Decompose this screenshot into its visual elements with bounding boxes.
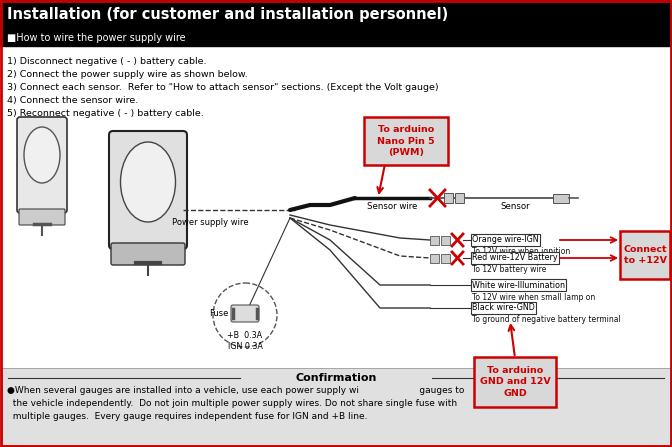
Bar xyxy=(553,194,569,203)
Text: To ground of negative battery terminal: To ground of negative battery terminal xyxy=(472,316,621,325)
Bar xyxy=(441,254,450,263)
Text: Sensor: Sensor xyxy=(500,202,530,211)
Bar xyxy=(455,193,464,203)
Text: the vehicle independently.  Do not join multiple power supply wires. Do not shar: the vehicle independently. Do not join m… xyxy=(7,399,457,408)
Text: To 12V battery wire: To 12V battery wire xyxy=(472,266,546,274)
Text: To 12V wire when ignition: To 12V wire when ignition xyxy=(472,248,571,257)
Text: To 12V wire when small lamp on: To 12V wire when small lamp on xyxy=(472,292,595,301)
Text: 1) Disconnect negative ( - ) battery cable.: 1) Disconnect negative ( - ) battery cab… xyxy=(7,57,206,66)
Bar xyxy=(444,193,453,203)
Text: Connect
to +12V: Connect to +12V xyxy=(623,245,667,266)
Text: Installation (for customer and installation personnel): Installation (for customer and installat… xyxy=(7,8,448,22)
Bar xyxy=(2,368,670,445)
Text: Sensor wire: Sensor wire xyxy=(367,202,417,211)
FancyBboxPatch shape xyxy=(17,117,67,213)
Text: Black wire-GND: Black wire-GND xyxy=(472,304,535,312)
Text: Red wire-12V Battery: Red wire-12V Battery xyxy=(472,253,558,262)
Bar xyxy=(0,0,672,30)
Bar xyxy=(430,254,439,263)
Text: To arduino
Nano Pin 5
(PWM): To arduino Nano Pin 5 (PWM) xyxy=(377,125,435,157)
Bar xyxy=(430,236,439,245)
FancyBboxPatch shape xyxy=(474,357,556,407)
Text: Confirmation: Confirmation xyxy=(295,373,377,383)
FancyBboxPatch shape xyxy=(231,305,259,322)
Text: 3) Connect each sensor.  Refer to "How to attach sensor" sections. (Except the V: 3) Connect each sensor. Refer to "How to… xyxy=(7,83,439,92)
Text: 5) Reconnect negative ( - ) battery cable.: 5) Reconnect negative ( - ) battery cabl… xyxy=(7,109,204,118)
Text: +B  0.3A
IGN 0.3A: +B 0.3A IGN 0.3A xyxy=(227,331,263,351)
Text: multiple gauges.  Every gauge requires independent fuse for IGN and +B line.: multiple gauges. Every gauge requires in… xyxy=(7,412,368,421)
FancyBboxPatch shape xyxy=(109,131,187,249)
Text: Power supply wire: Power supply wire xyxy=(171,218,249,227)
FancyBboxPatch shape xyxy=(19,209,65,225)
FancyBboxPatch shape xyxy=(620,231,670,279)
Ellipse shape xyxy=(24,127,60,183)
Bar xyxy=(0,30,672,46)
FancyBboxPatch shape xyxy=(111,243,185,265)
Text: ■How to wire the power supply wire: ■How to wire the power supply wire xyxy=(7,33,185,43)
FancyBboxPatch shape xyxy=(364,117,448,165)
Text: To arduino
GND and 12V
GND: To arduino GND and 12V GND xyxy=(480,366,550,398)
Text: White wire-Illumination: White wire-Illumination xyxy=(472,281,565,290)
Text: ●When several gauges are installed into a vehicle, use each power supply wi     : ●When several gauges are installed into … xyxy=(7,386,464,395)
Text: 2) Connect the power supply wire as shown below.: 2) Connect the power supply wire as show… xyxy=(7,70,248,79)
Bar xyxy=(441,236,450,245)
Ellipse shape xyxy=(120,142,175,222)
Text: Orange wire-IGN: Orange wire-IGN xyxy=(472,236,539,245)
Text: 4) Connect the sensor wire.: 4) Connect the sensor wire. xyxy=(7,96,138,105)
Text: Fuse: Fuse xyxy=(210,308,229,317)
